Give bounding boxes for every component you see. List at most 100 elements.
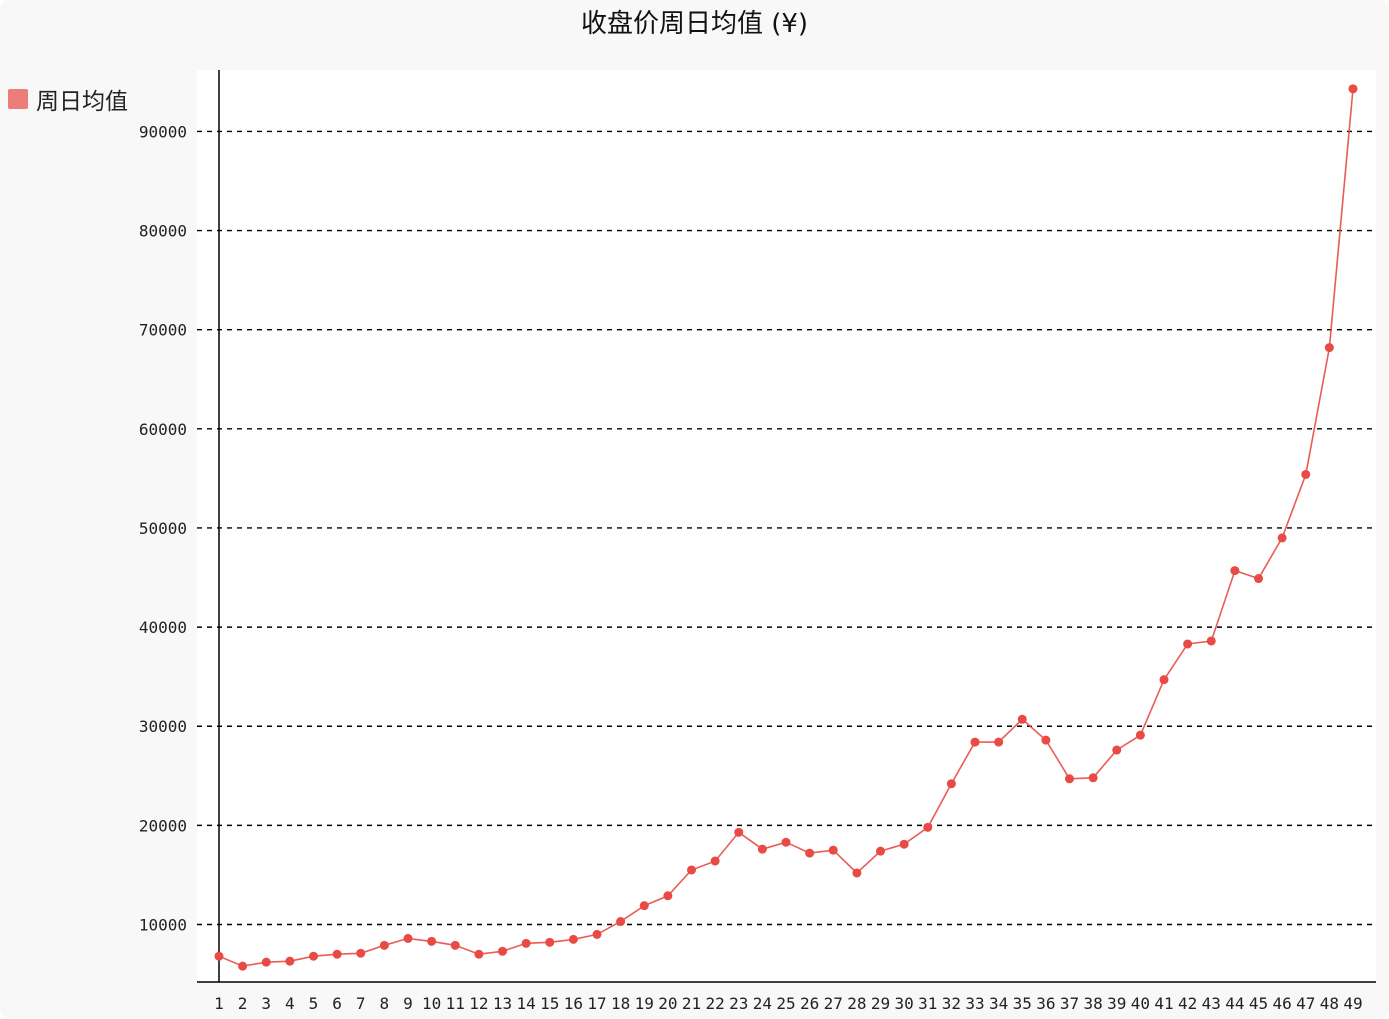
data-point <box>1159 675 1169 685</box>
x-tick-label: 48 <box>1320 994 1339 1013</box>
data-point <box>994 737 1004 747</box>
x-tick-label: 29 <box>871 994 890 1013</box>
x-tick-label: 46 <box>1272 994 1291 1013</box>
data-point <box>876 846 885 856</box>
data-point <box>1206 636 1216 646</box>
data-point <box>1301 469 1311 479</box>
x-tick-label: 36 <box>1036 994 1055 1013</box>
x-tick-label: 39 <box>1107 994 1126 1013</box>
x-tick-label: 7 <box>356 994 366 1013</box>
x-tick-label: 28 <box>847 994 866 1013</box>
x-tick-label: 35 <box>1013 994 1032 1013</box>
x-tick-label: 19 <box>635 994 654 1013</box>
data-point <box>261 957 271 967</box>
legend[interactable]: 周日均值 <box>8 84 128 115</box>
legend-swatch <box>8 89 28 109</box>
x-tick-label: 11 <box>446 994 465 1013</box>
x-tick-label: 41 <box>1154 994 1173 1013</box>
x-tick-label: 40 <box>1131 994 1150 1013</box>
x-tick-label: 23 <box>729 994 748 1013</box>
x-tick-label: 16 <box>564 994 583 1013</box>
y-tick-label: 90000 <box>139 122 187 141</box>
data-point <box>828 845 838 855</box>
data-point <box>1230 566 1240 576</box>
x-tick-label: 45 <box>1249 994 1268 1013</box>
x-tick-label: 43 <box>1202 994 1221 1013</box>
y-tick-label: 40000 <box>139 618 187 637</box>
x-tick-label: 34 <box>989 994 1008 1013</box>
y-tick-label: 60000 <box>139 420 187 439</box>
plot-area <box>197 70 1376 982</box>
data-point <box>568 934 578 944</box>
data-point <box>734 827 744 837</box>
x-tick-label: 10 <box>422 994 441 1013</box>
data-point <box>450 940 460 950</box>
data-point <box>379 940 389 950</box>
x-tick-label: 37 <box>1060 994 1079 1013</box>
data-point <box>545 937 555 947</box>
x-tick-label: 9 <box>403 994 413 1013</box>
x-tick-label: 13 <box>493 994 512 1013</box>
y-tick-label: 10000 <box>139 916 187 935</box>
data-point <box>1065 774 1074 784</box>
x-tick-label: 31 <box>918 994 937 1013</box>
x-tick-label: 1 <box>214 994 224 1013</box>
data-point <box>474 949 484 959</box>
x-tick-label: 21 <box>682 994 701 1013</box>
data-point <box>1254 574 1263 584</box>
data-point <box>214 951 224 961</box>
x-tick-label: 49 <box>1343 994 1362 1013</box>
x-tick-label: 12 <box>469 994 488 1013</box>
data-point <box>1277 533 1287 543</box>
y-tick-label: 80000 <box>139 222 187 241</box>
data-point <box>687 865 696 875</box>
y-tick-label: 50000 <box>139 519 187 538</box>
x-tick-label: 30 <box>894 994 913 1013</box>
x-tick-label: 14 <box>516 994 535 1013</box>
data-point <box>403 933 413 943</box>
data-point <box>427 936 437 946</box>
x-tick-label: 47 <box>1296 994 1315 1013</box>
x-tick-label: 25 <box>776 994 795 1013</box>
data-point <box>332 949 342 959</box>
legend-label: 周日均值 <box>36 89 128 115</box>
x-tick-label: 8 <box>380 994 390 1013</box>
data-point <box>639 901 649 911</box>
y-tick-label: 30000 <box>139 717 187 736</box>
y-tick-label: 20000 <box>139 816 187 835</box>
data-point <box>238 961 248 971</box>
data-point <box>521 938 531 948</box>
x-tick-label: 17 <box>587 994 606 1013</box>
x-tick-label: 15 <box>540 994 559 1013</box>
data-point <box>1183 639 1193 649</box>
x-tick-label: 6 <box>332 994 342 1013</box>
data-point <box>1348 84 1358 94</box>
data-point <box>498 946 507 956</box>
x-tick-label: 27 <box>824 994 843 1013</box>
x-tick-label: 4 <box>285 994 295 1013</box>
x-tick-label: 44 <box>1225 994 1244 1013</box>
x-tick-label: 42 <box>1178 994 1197 1013</box>
data-point <box>663 891 673 901</box>
data-point <box>616 917 626 927</box>
data-point <box>592 929 602 939</box>
data-point <box>899 839 909 849</box>
x-tick-label: 20 <box>658 994 677 1013</box>
data-point <box>1088 773 1098 783</box>
x-tick-label: 5 <box>309 994 319 1013</box>
x-tick-label: 26 <box>800 994 819 1013</box>
x-tick-label: 32 <box>942 994 961 1013</box>
data-point <box>710 856 720 866</box>
chart-title: 收盘价周日均值 (¥) <box>580 9 809 39</box>
data-point <box>1112 745 1122 755</box>
x-tick-label: 38 <box>1083 994 1102 1013</box>
data-point <box>1017 714 1027 724</box>
data-point <box>285 956 295 966</box>
data-point <box>1135 730 1145 740</box>
data-point <box>1041 735 1051 745</box>
data-point <box>356 948 366 958</box>
x-tick-label: 22 <box>705 994 724 1013</box>
data-point <box>852 868 862 878</box>
